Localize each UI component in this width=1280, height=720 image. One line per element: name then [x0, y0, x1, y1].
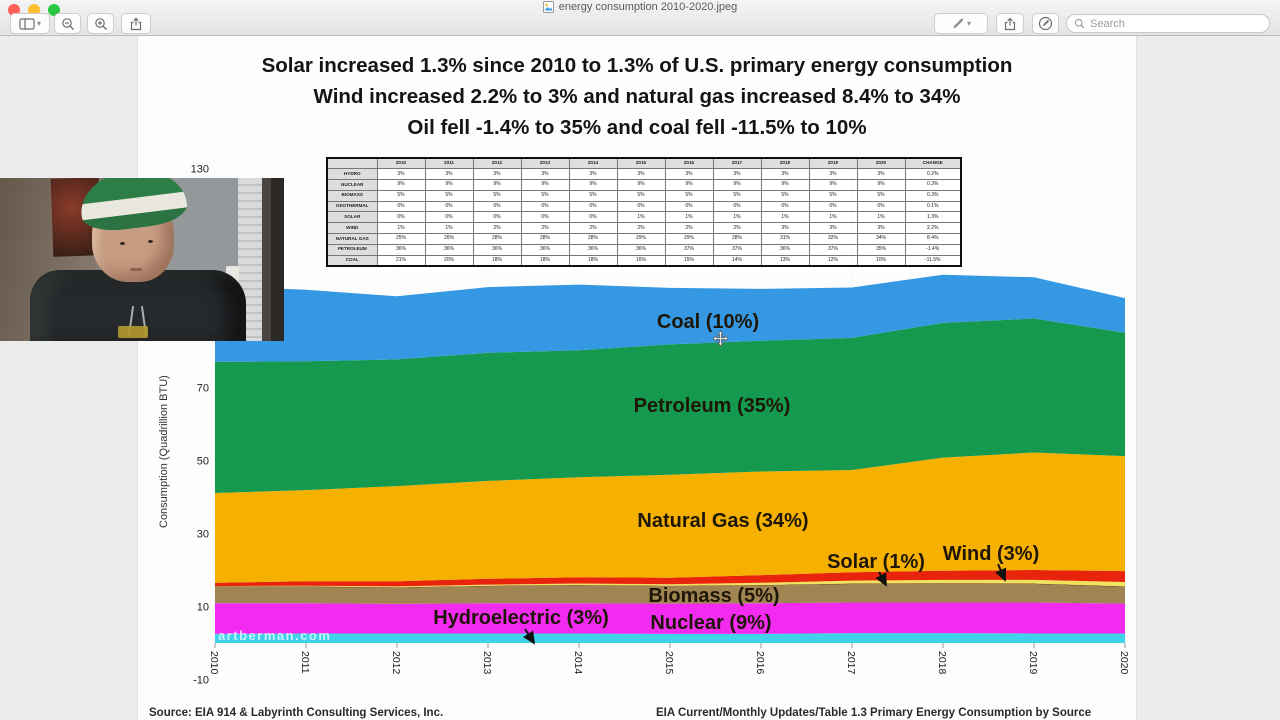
series-label: Coal (10%): [657, 311, 759, 333]
table-header-row: 2010 2011 2012 2013 2014 2015 2016 2017 2018 2019…: [326, 157, 962, 170]
chart-areas: [215, 274, 1125, 643]
table-row: GEOTHERMAL 0% 0% 0% 0% 0% 0% 0% 0% 0% 0% 0% 0.1%: [326, 200, 962, 213]
sidebar-view-button[interactable]: ▾: [10, 13, 50, 34]
table-row: BIOMASS 5% 5% 5% 5% 5% 5% 5% 5% 5% 5% 5% 0.3%: [326, 189, 962, 202]
table-row: WIND 1% 1% 2% 2% 2% 2% 2% 2% 3% 3% 3% 2.2%: [326, 222, 962, 235]
markup-toolbar-button[interactable]: [1032, 13, 1059, 34]
zoom-out-button[interactable]: [54, 13, 81, 34]
area-nuclear: [215, 602, 1125, 634]
area-biomass: [215, 583, 1125, 604]
table-cell: 2.2%: [904, 222, 962, 235]
series-label: Nuclear (9%): [650, 612, 771, 634]
zoom-in-icon: [94, 17, 107, 30]
area-solar: [215, 579, 1125, 588]
x-axis-tick-label: 2014: [572, 651, 584, 675]
table-cell: 0.3%: [904, 189, 962, 202]
person-mouth: [130, 268, 142, 271]
document-page: Solar increased 1.3% since 2010 to 1.3% …: [137, 36, 1137, 720]
table-row: COAL 21% 20% 18% 18% 18% 16% 15% 14% 13% 12% 10% -11…: [326, 254, 962, 267]
slide-title-line-3: Oil fell -1.4% to 35% and coal fell -11.…: [407, 116, 867, 139]
watermark: artberman.com: [218, 628, 332, 643]
table-cell: 0.2%: [904, 168, 962, 181]
share-button-left[interactable]: [121, 13, 151, 34]
area-coal: [215, 274, 1125, 362]
preview-toolbar: energy consumption 2010-2020.jpeg ▾: [0, 0, 1280, 36]
file-thumbnail-icon: [542, 1, 554, 13]
series-label: Natural Gas (34%): [637, 510, 808, 532]
pen-icon: [953, 18, 964, 28]
table-cell: 1.3%: [904, 211, 962, 224]
search-icon: [1074, 18, 1085, 29]
x-axis-tick-label: 2020: [1118, 651, 1130, 675]
zoom-in-button[interactable]: [87, 13, 114, 34]
window-title: energy consumption 2010-2020.jpeg: [558, 1, 738, 13]
zoom-out-icon: [61, 17, 74, 30]
move-cursor: [712, 330, 729, 352]
area-hydroelectric: [215, 633, 1125, 643]
chart-annotations: Coal (10%) Petroleum (35%) Natural Gas (34…: [433, 311, 1039, 645]
area-geothermal: [215, 583, 1125, 588]
slide-title-line-1: Solar increased 1.3% since 2010 to 1.3% …: [261, 54, 1013, 77]
series-label: Hydroelectric (3%): [433, 607, 609, 629]
y-axis-tick-label: 10: [197, 602, 209, 614]
chevron-down-icon: ▾: [966, 19, 971, 28]
y-axis-tick-label: 50: [197, 456, 209, 468]
y-axis-tick-label: 70: [197, 383, 209, 395]
share-icon: [130, 17, 142, 30]
slide-title: Solar increased 1.3% since 2010 to 1.3% …: [138, 50, 1136, 143]
table-cell: 0.1%: [904, 200, 962, 213]
y-axis-tick-label: 130: [191, 164, 209, 176]
markup-pen-button[interactable]: ▾: [934, 13, 988, 34]
webcam-right-edge: [271, 178, 284, 341]
area-petroleum: [215, 318, 1125, 493]
webcam-overlay: [0, 178, 284, 341]
table-row: HYDRO 3% 3% 3% 3% 3% 3% 3% 3% 3% 3% 3% 0.2%: [326, 168, 962, 181]
window-title-bar: energy consumption 2010-2020.jpeg: [0, 0, 1280, 14]
sidebar-icon: [19, 17, 35, 30]
x-axis-tick-label: 2017: [845, 651, 857, 675]
share-icon: [1004, 17, 1016, 30]
table-cell: -1.4%: [904, 243, 962, 256]
share-button-right[interactable]: [996, 13, 1024, 34]
series-label: Solar (1%): [827, 551, 925, 573]
y-axis-title: Consumption (Quadrillion BTU): [158, 375, 170, 528]
person-eye: [148, 240, 153, 243]
webcam-window-frame: [262, 178, 271, 341]
x-axis-tick-label: 2016: [754, 651, 766, 675]
search-placeholder: Search: [1090, 17, 1125, 30]
energy-share-table: 2010 2011 2012 2013 2014 2015 2016 2017 2018 2019…: [326, 157, 962, 267]
series-label: Petroleum (35%): [634, 395, 791, 417]
series-label: Wind (3%): [943, 543, 1039, 565]
table-row: NUCLEAR 9% 9% 9% 9% 9% 9% 9% 9% 9% 9% 9% 0.3%: [326, 179, 962, 191]
table-row: PETROLEUM 36% 36% 36% 36% 36% 36% 37% 37% 36% 37% 3…: [326, 243, 962, 256]
x-axis-tick-label: 2012: [390, 651, 402, 675]
x-axis-tick-label: 2015: [663, 651, 675, 675]
x-axis-tick-label: 2010: [208, 651, 220, 675]
person-eye: [120, 242, 125, 245]
source-note-right: EIA Current/Monthly Updates/Table 1.3 Pr…: [656, 707, 1092, 719]
series-label: Biomass (5%): [648, 585, 779, 607]
x-axis-tick-label: 2013: [481, 651, 493, 675]
table-row: NATURAL GAS 25% 26% 28% 28% 28% 29% 29% 28% 31% 32…: [326, 233, 962, 245]
hoodie-logo: [118, 326, 148, 338]
search-input[interactable]: Search: [1066, 14, 1270, 33]
chevron-down-icon: ▾: [36, 19, 41, 28]
y-axis-tick-label: -10: [193, 675, 209, 687]
y-axis-tick-label: 30: [197, 529, 209, 541]
table-cell: 0.3%: [904, 179, 962, 191]
source-note-left: Source: EIA 914 & Labyrinth Consulting S…: [149, 707, 444, 719]
table-cell: -11.5%: [904, 254, 962, 267]
x-axis-tick-label: 2018: [936, 651, 948, 675]
table-cell: 8.4%: [904, 233, 962, 245]
stacked-area-chart: 2010 2011 2012 2013 2014 2015 2016 2017 2018 2019…: [191, 164, 1130, 687]
pencil-circle-icon: [1038, 16, 1053, 31]
x-axis-tick-label: 2011: [299, 651, 311, 674]
x-axis-tick-label: 2019: [1027, 651, 1039, 675]
table-row: SOLAR 0% 0% 0% 0% 0% 1% 1% 1% 1% 1% 1% 1.3%: [326, 211, 962, 224]
area-natural-gas: [215, 452, 1125, 583]
area-wind: [215, 570, 1125, 587]
table-header-cell: CHANGE: [904, 157, 962, 170]
slide-title-line-2: Wind increased 2.2% to 3% and natural ga…: [313, 85, 961, 108]
